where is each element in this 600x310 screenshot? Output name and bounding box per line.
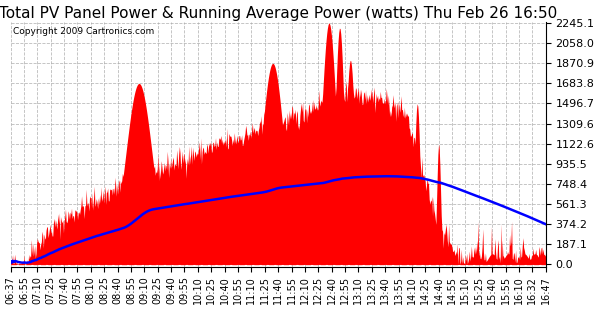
- Text: Copyright 2009 Cartronics.com: Copyright 2009 Cartronics.com: [13, 27, 154, 36]
- Title: Total PV Panel Power & Running Average Power (watts) Thu Feb 26 16:50: Total PV Panel Power & Running Average P…: [0, 6, 557, 20]
